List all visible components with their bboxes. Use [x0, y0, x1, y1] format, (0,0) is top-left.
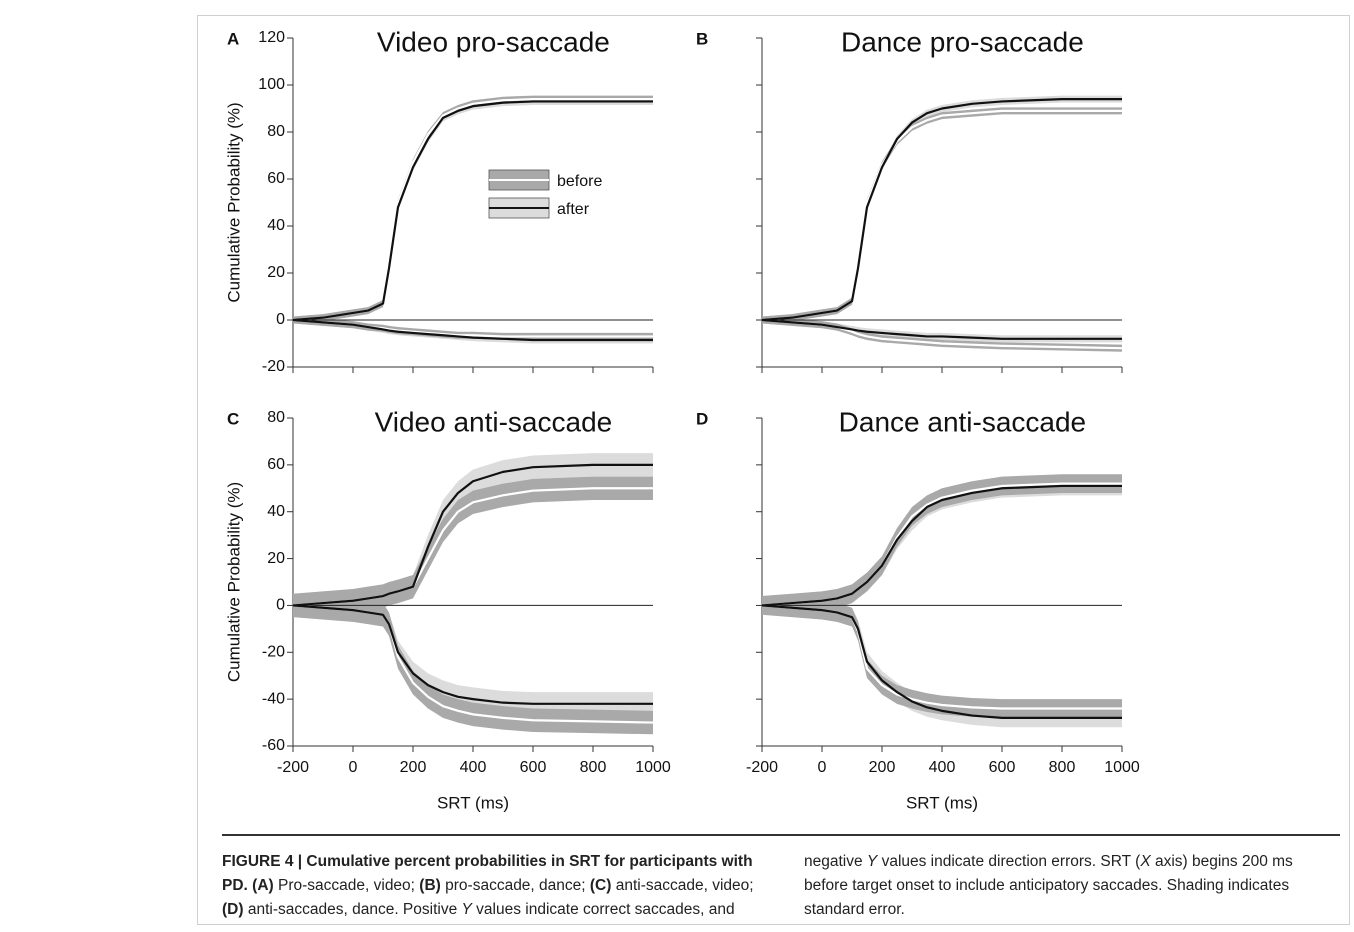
- y-tick-label: -40: [262, 690, 285, 707]
- x-tick-label: 600: [520, 759, 547, 776]
- caption-text: Pro-saccade, video;: [273, 877, 420, 894]
- panel-letter: A: [227, 29, 239, 48]
- panel-title: Video anti-saccade: [375, 406, 613, 437]
- mean-line: [292, 100, 653, 322]
- y-tick-label: -60: [262, 737, 285, 754]
- x-tick-label: 1000: [1104, 759, 1140, 776]
- panel-title: Dance pro-saccade: [841, 26, 1084, 57]
- y-tick-label: 60: [267, 170, 285, 187]
- x-axis-label: SRT (ms): [906, 793, 978, 812]
- x-tick-label: 200: [400, 759, 427, 776]
- mean-line: [292, 98, 653, 322]
- panel-letter: D: [696, 409, 708, 428]
- caption-text: anti-saccade, video;: [611, 877, 758, 894]
- caption-text: pro-saccade, dance;: [440, 877, 590, 894]
- x-tick-label: -200: [746, 759, 778, 776]
- mean-line: [761, 318, 1122, 340]
- figure-frame: [197, 15, 1350, 925]
- x-tick-label: 1000: [635, 759, 671, 776]
- figure: A Video pro-saccade Cumulative Probability…: [224, 26, 1140, 812]
- error-band: [293, 593, 653, 735]
- x-tick-label: 800: [1049, 759, 1076, 776]
- mean-line: [761, 604, 1122, 719]
- caption-rule: [222, 834, 1340, 836]
- y-tick-label: 40: [267, 217, 285, 234]
- panel-letter: B: [696, 29, 708, 48]
- error-band: [762, 316, 1122, 343]
- caption-text: X: [1140, 853, 1151, 870]
- y-tick-label: 100: [258, 76, 285, 93]
- y-tick-label: -20: [262, 644, 285, 661]
- panel-title: Dance anti-saccade: [839, 406, 1086, 437]
- caption-text: axis) begins 200 ms before target onset …: [804, 853, 1298, 918]
- mean-line: [292, 463, 653, 607]
- caption: FIGURE 4 | Cumulative percent probabilit…: [222, 850, 1340, 922]
- y-tick-label: 40: [267, 503, 285, 520]
- error-band: [762, 95, 1122, 324]
- x-tick-label: 600: [989, 759, 1016, 776]
- mean-line: [761, 98, 1122, 322]
- x-tick-label: 400: [929, 759, 956, 776]
- error-band: [762, 107, 1122, 324]
- x-tick-label: 400: [460, 759, 487, 776]
- y-tick-label: 0: [276, 311, 285, 328]
- x-tick-label: 0: [818, 759, 827, 776]
- y-axis-label: Cumulative Probability (%): [224, 482, 243, 682]
- mean-line: [761, 604, 1122, 710]
- x-tick-label: 800: [580, 759, 607, 776]
- mean-line: [761, 109, 1122, 322]
- legend-label: before: [557, 173, 602, 190]
- x-tick-label: 200: [869, 759, 896, 776]
- caption-text: (D): [222, 901, 244, 918]
- error-band: [762, 316, 1122, 352]
- caption-text: (B): [419, 877, 441, 894]
- y-tick-label: 0: [276, 597, 285, 614]
- mean-line: [761, 484, 1122, 607]
- x-axis-label: SRT (ms): [437, 793, 509, 812]
- y-tick-label: 80: [267, 409, 285, 426]
- caption-text: FIGURE 4 | Cumulative percent probabilit…: [222, 853, 757, 894]
- caption-text: Y: [461, 901, 472, 918]
- caption-text: Y: [866, 853, 878, 870]
- y-tick-label: 60: [267, 456, 285, 473]
- y-tick-label: -20: [262, 358, 285, 375]
- legend-label: after: [557, 201, 590, 218]
- caption-text: anti-saccades, dance. Positive: [243, 901, 462, 918]
- caption-text: values indicate direction errors. SRT (: [877, 853, 1141, 870]
- y-axis-label: Cumulative Probability (%): [224, 102, 243, 302]
- mean-line: [292, 604, 653, 705]
- y-tick-label: 120: [258, 29, 285, 46]
- caption-text: (C): [589, 877, 612, 894]
- error-band: [293, 95, 653, 324]
- error-band: [293, 476, 653, 618]
- error-band: [762, 596, 1122, 718]
- error-band: [293, 316, 653, 340]
- y-tick-label: 20: [267, 550, 285, 567]
- x-tick-label: -200: [277, 759, 309, 776]
- caption-text: (A): [252, 877, 274, 894]
- x-tick-label: 0: [349, 759, 358, 776]
- panel-title: Video pro-saccade: [377, 26, 610, 57]
- caption-text: values indicate correct saccades, and ne…: [471, 853, 867, 918]
- y-tick-label: 80: [267, 123, 285, 140]
- panel-letter: C: [227, 409, 239, 428]
- mean-line: [292, 318, 653, 342]
- error-band: [293, 97, 653, 324]
- y-tick-label: 20: [267, 264, 285, 281]
